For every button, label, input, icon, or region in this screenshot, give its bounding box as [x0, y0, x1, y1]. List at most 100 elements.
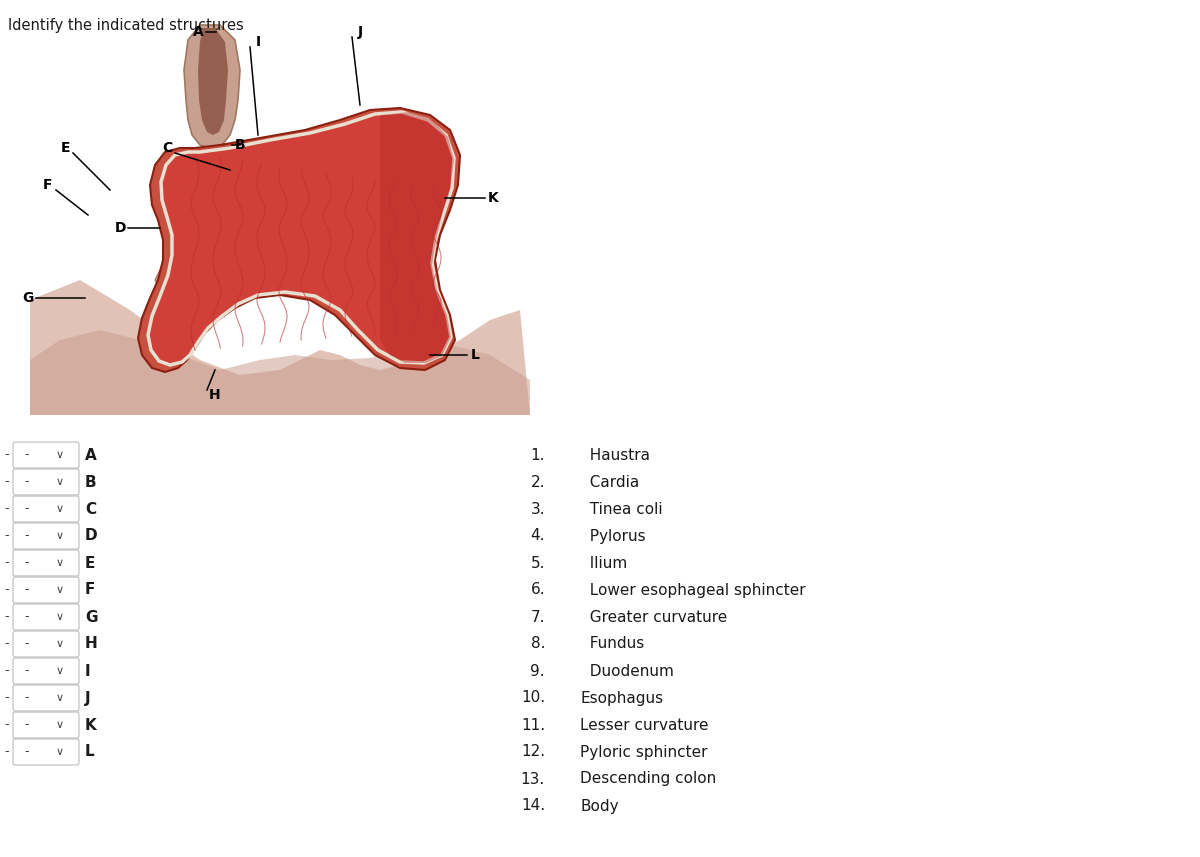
Text: J: J	[358, 25, 362, 39]
Text: 6.: 6.	[530, 583, 545, 597]
Text: ∨: ∨	[56, 504, 64, 514]
Text: -: -	[25, 502, 29, 516]
Text: -: -	[5, 502, 10, 516]
Text: -: -	[25, 556, 29, 570]
Text: -: -	[25, 476, 29, 488]
FancyBboxPatch shape	[13, 496, 79, 522]
Text: ∨: ∨	[56, 585, 64, 595]
Text: G: G	[23, 291, 34, 305]
Text: 10.: 10.	[521, 691, 545, 705]
Text: -: -	[5, 746, 10, 758]
Text: -: -	[25, 584, 29, 596]
Text: -: -	[5, 610, 10, 624]
Text: 3.: 3.	[530, 501, 545, 517]
Text: Cardia: Cardia	[580, 475, 640, 489]
Text: Esophagus: Esophagus	[580, 691, 664, 705]
Text: Duodenum: Duodenum	[580, 663, 674, 679]
Text: C: C	[85, 501, 96, 517]
Text: D: D	[85, 529, 97, 543]
Polygon shape	[138, 108, 460, 372]
Text: C: C	[162, 141, 172, 155]
Text: -: -	[5, 718, 10, 732]
Text: ∨: ∨	[56, 558, 64, 568]
Text: Fundus: Fundus	[580, 637, 644, 651]
FancyBboxPatch shape	[13, 631, 79, 657]
Text: H: H	[209, 388, 221, 402]
Text: 9.: 9.	[530, 663, 545, 679]
Text: D: D	[114, 221, 126, 235]
Text: Haustra: Haustra	[580, 447, 650, 463]
Polygon shape	[380, 112, 454, 363]
Text: ∨: ∨	[56, 639, 64, 649]
FancyBboxPatch shape	[13, 604, 79, 630]
Text: -: -	[25, 610, 29, 624]
Text: -: -	[5, 476, 10, 488]
Text: Identify the indicated structures: Identify the indicated structures	[8, 18, 244, 33]
Text: -: -	[25, 718, 29, 732]
Text: Greater curvature: Greater curvature	[580, 609, 727, 625]
Text: Body: Body	[580, 799, 619, 813]
FancyBboxPatch shape	[13, 685, 79, 711]
FancyBboxPatch shape	[13, 469, 79, 495]
Text: A: A	[85, 447, 97, 463]
Text: 1.: 1.	[530, 447, 545, 463]
Text: ∨: ∨	[56, 747, 64, 757]
Text: Pylorus: Pylorus	[580, 529, 646, 543]
Text: E: E	[85, 555, 95, 571]
Polygon shape	[155, 240, 200, 305]
Text: ∨: ∨	[56, 612, 64, 622]
Text: -: -	[25, 638, 29, 650]
Text: -: -	[25, 530, 29, 542]
Text: 5.: 5.	[530, 555, 545, 571]
Text: 4.: 4.	[530, 529, 545, 543]
FancyBboxPatch shape	[13, 523, 79, 549]
Polygon shape	[30, 280, 530, 415]
Text: -: -	[25, 448, 29, 462]
Text: 8.: 8.	[530, 637, 545, 651]
Text: I: I	[256, 35, 260, 49]
Text: -: -	[5, 584, 10, 596]
Text: -: -	[5, 638, 10, 650]
Text: -: -	[5, 556, 10, 570]
Text: Lower esophageal sphincter: Lower esophageal sphincter	[580, 583, 805, 597]
Text: 14.: 14.	[521, 799, 545, 813]
Text: ∨: ∨	[56, 666, 64, 676]
FancyBboxPatch shape	[13, 712, 79, 738]
Text: -: -	[5, 692, 10, 704]
Text: ∨: ∨	[56, 720, 64, 730]
Text: -: -	[5, 664, 10, 678]
Text: Pyloric sphincter: Pyloric sphincter	[580, 745, 708, 759]
Text: B: B	[85, 475, 97, 489]
Text: L: L	[85, 745, 95, 759]
FancyBboxPatch shape	[13, 739, 79, 765]
Text: I: I	[85, 663, 91, 679]
Text: 2.: 2.	[530, 475, 545, 489]
Text: K: K	[487, 191, 498, 205]
Text: E: E	[60, 141, 70, 155]
Text: 13.: 13.	[521, 771, 545, 787]
Text: Ilium: Ilium	[580, 555, 628, 571]
Text: ∨: ∨	[56, 477, 64, 487]
Text: 11.: 11.	[521, 717, 545, 733]
FancyBboxPatch shape	[13, 550, 79, 576]
Text: -: -	[25, 746, 29, 758]
Text: Tinea coli: Tinea coli	[580, 501, 662, 517]
Text: A: A	[193, 25, 203, 39]
Polygon shape	[198, 28, 228, 135]
Text: K: K	[85, 717, 97, 733]
Text: F: F	[43, 178, 53, 192]
Text: -: -	[5, 448, 10, 462]
Polygon shape	[148, 112, 454, 365]
Text: Lesser curvature: Lesser curvature	[580, 717, 708, 733]
Text: J: J	[85, 691, 91, 705]
Text: G: G	[85, 609, 97, 625]
Text: H: H	[85, 637, 97, 651]
Text: B: B	[235, 138, 245, 152]
Polygon shape	[162, 252, 192, 297]
Text: -: -	[5, 530, 10, 542]
Text: Descending colon: Descending colon	[580, 771, 716, 787]
Text: F: F	[85, 583, 95, 597]
Text: -: -	[25, 664, 29, 678]
FancyBboxPatch shape	[13, 658, 79, 684]
FancyBboxPatch shape	[13, 442, 79, 468]
